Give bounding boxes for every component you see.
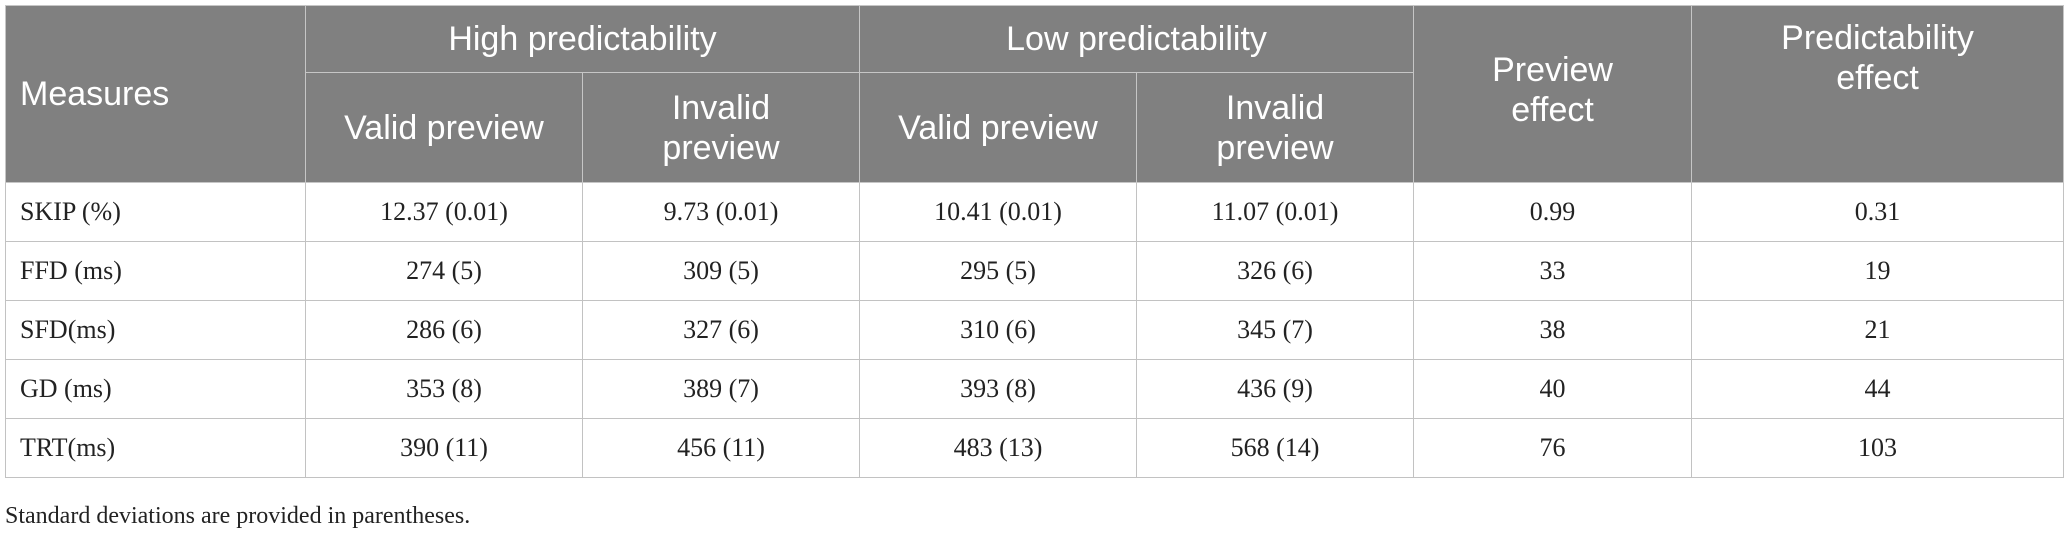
header-predictability-effect-label: Predictability effect — [1781, 19, 1974, 97]
table-body: SKIP (%) 12.37 (0.01) 9.73 (0.01) 10.41 … — [5, 182, 2065, 478]
low-invalid-cell: 11.07 (0.01) — [1136, 182, 1415, 242]
low-invalid-cell: 326 (6) — [1136, 241, 1415, 301]
preview-effect-cell: 38 — [1413, 300, 1693, 360]
header-preview-effect-label: Preview effect — [1492, 51, 1613, 129]
low-valid-cell: 295 (5) — [859, 241, 1138, 301]
table-footnote: Standard deviations are provided in pare… — [5, 503, 471, 529]
header-low-invalid-preview: Invalid preview — [1136, 72, 1415, 183]
low-invalid-cell: 345 (7) — [1136, 300, 1415, 360]
predictability-effect-cell: 21 — [1691, 300, 2065, 360]
header-preview-effect: Preview effect — [1413, 5, 1693, 183]
high-valid-cell: 12.37 (0.01) — [305, 182, 583, 242]
preview-effect-cell: 76 — [1413, 418, 1693, 478]
table-container: Measures High predictability Low predict… — [5, 5, 2065, 478]
high-invalid-cell: 327 (6) — [581, 300, 861, 360]
measure-cell: SKIP (%) — [5, 182, 306, 242]
header-high-predictability: High predictability — [304, 5, 861, 73]
results-table: Measures High predictability Low predict… — [5, 5, 2065, 478]
table-header: Measures High predictability Low predict… — [5, 5, 2065, 183]
table-row: SKIP (%) 12.37 (0.01) 9.73 (0.01) 10.41 … — [5, 182, 2065, 242]
low-invalid-cell: 436 (9) — [1136, 359, 1415, 419]
high-invalid-cell: 456 (11) — [581, 418, 861, 478]
predictability-effect-cell: 103 — [1691, 418, 2065, 478]
table-row: FFD (ms) 274 (5) 309 (5) 295 (5) 326 (6)… — [5, 241, 2065, 301]
header-high-invalid-preview-label: Invalid preview — [662, 88, 780, 167]
predictability-effect-cell: 0.31 — [1691, 182, 2065, 242]
measure-cell: TRT(ms) — [5, 418, 306, 478]
measure-cell: FFD (ms) — [5, 241, 306, 301]
table-row: SFD(ms) 286 (6) 327 (6) 310 (6) 345 (7) … — [5, 300, 2065, 360]
high-valid-cell: 286 (6) — [305, 300, 583, 360]
measure-cell: GD (ms) — [5, 359, 306, 419]
table-row: TRT(ms) 390 (11) 456 (11) 483 (13) 568 (… — [5, 418, 2065, 478]
high-valid-cell: 274 (5) — [305, 241, 583, 301]
high-invalid-cell: 309 (5) — [581, 241, 861, 301]
high-invalid-cell: 389 (7) — [581, 359, 861, 419]
predictability-effect-cell: 19 — [1691, 241, 2065, 301]
low-valid-cell: 310 (6) — [859, 300, 1138, 360]
header-row-1: Measures High predictability Low predict… — [5, 5, 2065, 183]
preview-effect-cell: 0.99 — [1413, 182, 1693, 242]
measure-cell: SFD(ms) — [5, 300, 306, 360]
high-valid-cell: 353 (8) — [305, 359, 583, 419]
header-low-invalid-preview-label: Invalid preview — [1216, 88, 1334, 167]
predictability-effect-cell: 44 — [1691, 359, 2065, 419]
header-row-2: Valid preview Invalid preview Valid prev… — [6, 72, 2064, 183]
low-invalid-cell: 568 (14) — [1136, 418, 1415, 478]
header-high-valid-preview: Valid preview — [305, 72, 583, 183]
header-low-predictability: Low predictability — [859, 5, 1415, 73]
header-predictability-effect: Predictability effect — [1691, 5, 2065, 183]
low-valid-cell: 483 (13) — [859, 418, 1138, 478]
header-measures: Measures — [5, 5, 306, 183]
header-high-invalid-preview: Invalid preview — [581, 72, 861, 183]
table-row: GD (ms) 353 (8) 389 (7) 393 (8) 436 (9) … — [5, 359, 2065, 419]
preview-effect-cell: 33 — [1413, 241, 1693, 301]
preview-effect-cell: 40 — [1413, 359, 1693, 419]
low-valid-cell: 393 (8) — [859, 359, 1138, 419]
high-valid-cell: 390 (11) — [305, 418, 583, 478]
header-low-valid-preview: Valid preview — [859, 72, 1138, 183]
high-invalid-cell: 9.73 (0.01) — [581, 182, 861, 242]
low-valid-cell: 10.41 (0.01) — [859, 182, 1138, 242]
